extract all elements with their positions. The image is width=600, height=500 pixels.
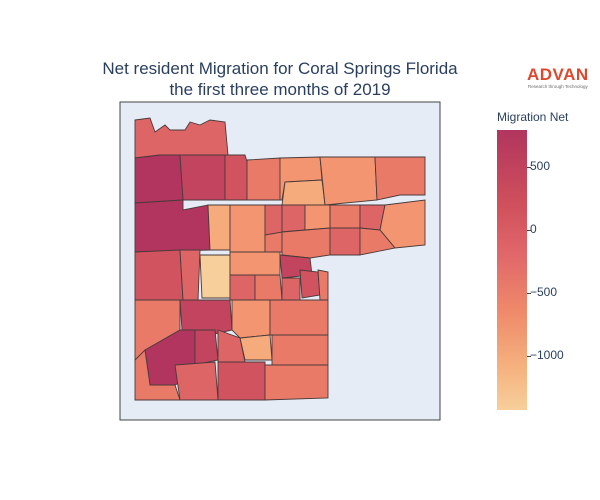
map-region[interactable] (281, 227, 331, 259)
map-region[interactable] (194, 329, 219, 366)
colorbar-tickmark (527, 230, 531, 231)
map-region[interactable] (281, 277, 301, 301)
map-region[interactable] (246, 157, 283, 201)
colorbar-tick-minus-500: −500 (530, 285, 558, 299)
advan-logo: ADVAN Research through Technology (527, 65, 597, 90)
map-region[interactable] (217, 361, 266, 401)
map-region[interactable] (269, 299, 329, 336)
map-region[interactable] (134, 249, 184, 301)
map-region[interactable] (229, 204, 266, 253)
map-region[interactable] (281, 179, 326, 206)
colorbar-tickmark (527, 167, 531, 168)
map-region[interactable] (299, 269, 321, 299)
map-region[interactable] (271, 334, 329, 366)
map-region[interactable] (224, 154, 249, 201)
map-region[interactable] (281, 204, 306, 233)
chart-title-line2: the first three months of 2019 (169, 80, 391, 99)
colorbar-tick-500: 500 (530, 159, 551, 173)
map-region[interactable] (207, 204, 231, 251)
chart-title: Net resident Migration for Coral Springs… (60, 58, 500, 100)
map-region[interactable] (264, 231, 283, 253)
map-region[interactable] (329, 204, 361, 229)
map-region[interactable] (179, 154, 226, 201)
map-region[interactable] (231, 299, 271, 339)
map-region[interactable] (264, 364, 329, 401)
colorbar-title: Migration Net (497, 110, 569, 124)
map-region[interactable] (134, 154, 184, 204)
map-region[interactable] (229, 274, 256, 301)
map-region[interactable] (359, 227, 396, 256)
map-region[interactable] (199, 254, 231, 299)
colorbar (497, 130, 527, 410)
map-region[interactable] (254, 274, 283, 301)
map-region[interactable] (374, 156, 426, 201)
colorbar-tickmark (527, 293, 531, 294)
map-region[interactable] (134, 199, 211, 253)
map-region[interactable] (229, 251, 281, 276)
chart-title-line1: Net resident Migration for Coral Springs… (102, 59, 458, 78)
map-region[interactable] (179, 249, 201, 301)
colorbar-tickmark (527, 356, 531, 357)
colorbar-tick-0: 0 (530, 222, 537, 236)
map-region[interactable] (174, 361, 219, 401)
map-region[interactable] (317, 269, 329, 301)
map-region[interactable] (379, 199, 426, 249)
map-region[interactable] (134, 349, 181, 401)
brand-name: ADVAN (527, 65, 589, 84)
brand-tagline: Research through Technology (528, 84, 588, 89)
map-region[interactable] (319, 156, 378, 206)
map-region[interactable] (304, 204, 331, 231)
map-region[interactable] (264, 204, 283, 236)
map-region[interactable] (239, 334, 273, 361)
map-region[interactable] (329, 227, 361, 256)
colorbar-tick-minus-1000: −1000 (530, 348, 564, 362)
